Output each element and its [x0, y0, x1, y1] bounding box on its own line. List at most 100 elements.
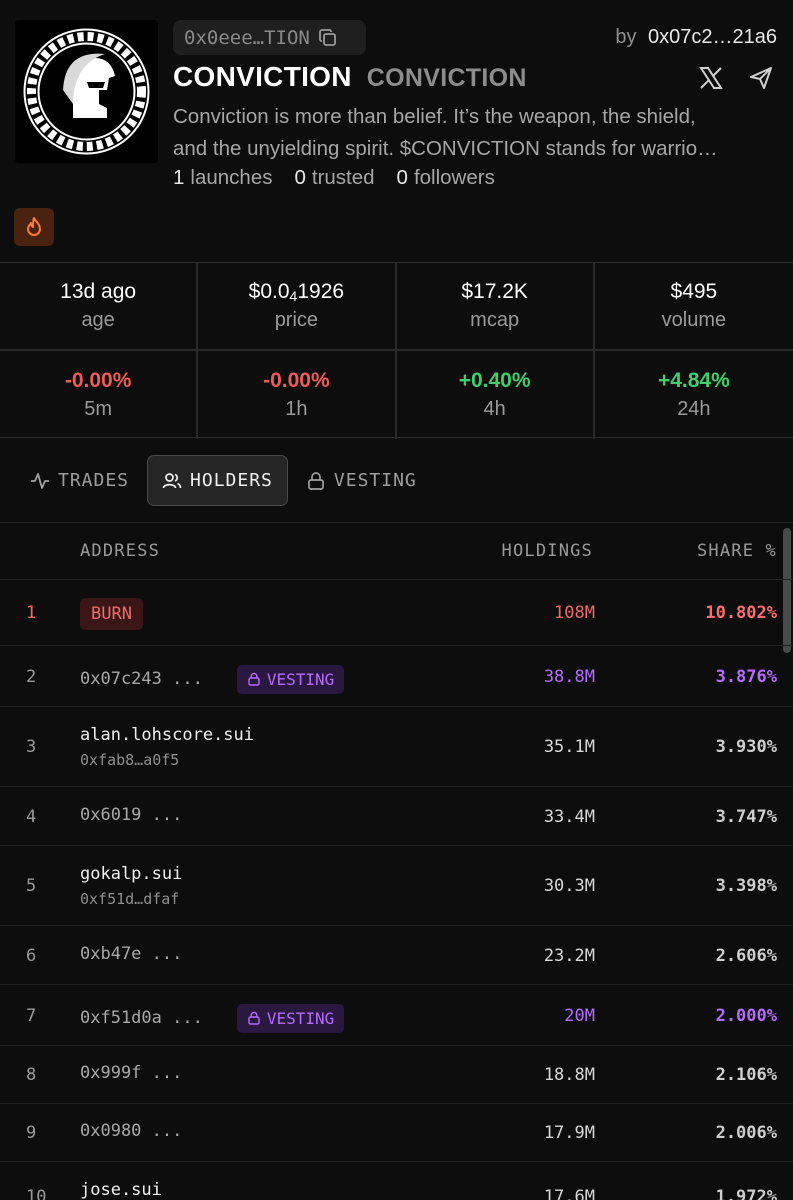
lock-icon — [308, 471, 324, 490]
volume-label: volume — [661, 309, 727, 331]
lock-icon — [248, 1011, 260, 1025]
table-row[interactable]: 2 0x07c243 ... VESTING 38.8M 3.876% — [0, 646, 793, 707]
header-share[interactable]: SHARE % — [696, 541, 777, 561]
holder-name[interactable]: jose.sui — [80, 1180, 162, 1200]
holder-address[interactable]: 0x0980 ... — [80, 1121, 183, 1141]
metric-price: $0.041926 price — [198, 263, 397, 351]
holder-cell: 0x0980 ... — [80, 1121, 182, 1141]
holder-name[interactable]: gokalp.sui — [80, 864, 183, 884]
token-ticker: CONVICTION — [366, 64, 527, 92]
holdings-value: 23.2M — [543, 945, 595, 966]
holder-cell: gokalp.sui 0xf51d…dfaf — [80, 864, 182, 908]
mcap-label: mcap — [470, 309, 520, 331]
holder-address[interactable]: 0x999f ... — [80, 1063, 183, 1083]
holder-address: 0xfab8…a0f5 — [80, 751, 180, 769]
holder-address[interactable]: 0xb47e ... — [80, 943, 183, 964]
stat-trusted: 0 trusted — [294, 166, 375, 189]
vesting-badge: VESTING — [236, 1003, 345, 1033]
holdings-value: 20M — [564, 1005, 595, 1026]
rank: 5 — [26, 876, 37, 896]
table-row[interactable]: 3 alan.lohscore.sui 0xfab8…a0f5 35.1M 3.930% — [0, 707, 793, 787]
x-twitter-icon[interactable] — [697, 64, 725, 92]
table-row[interactable]: 6 0xb47e ... 23.2M 2.606% — [0, 926, 793, 985]
rank: 10 — [26, 1187, 47, 1200]
tab-trades[interactable]: TRADES — [16, 455, 143, 506]
copy-icon[interactable] — [318, 28, 338, 48]
holder-address[interactable]: 0x07c243 ... — [80, 669, 203, 689]
holder-cell: 0xb47e ... — [80, 944, 182, 964]
holder-cell: 0x07c243 ... VESTING — [80, 664, 345, 694]
table-row[interactable]: 4 0x6019 ... 33.4M 3.747% — [0, 787, 793, 846]
holder-address[interactable]: 0xf51d0a ... — [80, 1008, 203, 1028]
token-address: 0x0eee…TION — [184, 26, 310, 49]
metric-age: 13d ago age — [0, 263, 199, 351]
users-icon — [162, 472, 182, 488]
rank: 7 — [26, 1005, 37, 1026]
header-holdings[interactable]: HOLDINGS — [501, 541, 593, 561]
share-value: 2.606% — [715, 945, 777, 966]
holder-cell: BURN — [80, 598, 143, 630]
holder-address: 0xf51d…dfaf — [80, 890, 180, 908]
header-address: ADDRESS — [80, 541, 161, 561]
holder-cell: alan.lohscore.sui 0xfab8…a0f5 — [80, 725, 254, 769]
holdings-value: 30.3M — [543, 876, 595, 896]
holdings-value: 17.6M — [543, 1187, 595, 1200]
share-value: 2.000% — [715, 1005, 777, 1026]
stat-followers: 0 followers — [396, 166, 495, 189]
holdings-value: 18.8M — [543, 1065, 595, 1085]
metric-change-4h: +0.40% 4h — [397, 351, 595, 439]
change-1h-label: 1h — [285, 398, 308, 420]
volume-value: $495 — [670, 280, 718, 303]
holder-name[interactable]: alan.lohscore.sui — [80, 725, 254, 745]
share-value: 2.106% — [715, 1065, 777, 1085]
table-row[interactable]: 9 0x0980 ... 17.9M 2.006% — [0, 1104, 793, 1162]
spartan-helmet-icon — [15, 20, 158, 163]
stat-launches: 1 launches — [173, 166, 273, 189]
creator-stats: 1 launches 0 trusted 0 followers — [173, 166, 495, 190]
metric-change-5m: -0.00% 5m — [0, 351, 199, 439]
creator-info: by 0x07c2…21a6 — [615, 26, 777, 49]
rank: 6 — [26, 945, 37, 966]
tab-vesting[interactable]: VESTING — [292, 455, 431, 506]
change-5m-label: 5m — [84, 398, 113, 420]
table-row[interactable]: 10 jose.sui 17.6M 1.972% — [0, 1162, 793, 1200]
token-logo — [15, 20, 158, 163]
share-value: 3.930% — [715, 737, 777, 757]
rank: 2 — [26, 666, 37, 687]
rank: 8 — [26, 1065, 37, 1085]
table-row[interactable]: 1 BURN 108M 10.802% — [0, 580, 793, 646]
tab-holders-label: HOLDERS — [190, 470, 273, 491]
scrollbar[interactable] — [783, 528, 791, 653]
mcap-value: $17.2K — [461, 280, 528, 303]
tab-trades-label: TRADES — [58, 470, 130, 491]
holder-address[interactable]: 0x6019 ... — [80, 804, 183, 825]
table-body: 1 BURN 108M 10.802% 2 0x07c243 ... VESTING 38.8… — [0, 580, 793, 1200]
holdings-value: 17.9M — [543, 1123, 595, 1143]
share-value: 3.398% — [715, 876, 777, 896]
share-value: 3.876% — [715, 666, 777, 687]
price-value: $0.041926 — [248, 280, 345, 304]
telegram-icon[interactable] — [747, 64, 775, 92]
table-row[interactable]: 8 0x999f ... 18.8M 2.106% — [0, 1046, 793, 1104]
rank: 3 — [26, 737, 37, 757]
holdings-value: 33.4M — [543, 806, 595, 827]
tab-holders[interactable]: HOLDERS — [147, 455, 288, 506]
change-1h-value: -0.00% — [263, 369, 330, 392]
change-24h-label: 24h — [677, 398, 711, 420]
holder-cell: 0x999f ... — [80, 1063, 182, 1083]
holder-cell: jose.sui — [80, 1180, 162, 1200]
price-label: price — [274, 309, 319, 331]
table-header: ADDRESS HOLDINGS SHARE % — [0, 523, 793, 580]
metric-volume: $495 volume — [594, 263, 793, 351]
vesting-badge: VESTING — [236, 664, 345, 694]
rank: 4 — [26, 806, 37, 827]
token-name: CONVICTION — [173, 61, 352, 92]
table-row[interactable]: 7 0xf51d0a ... VESTING 20M 2.000% — [0, 985, 793, 1046]
creator-address[interactable]: 0x07c2…21a6 — [648, 26, 777, 48]
activity-icon — [31, 472, 49, 489]
change-24h-value: +4.84% — [657, 369, 730, 392]
holders-table: ADDRESS HOLDINGS SHARE % 1 BURN 108M 10.802… — [0, 522, 793, 1200]
holder-cell: 0x6019 ... — [80, 805, 182, 825]
token-address-chip[interactable]: 0x0eee…TION — [173, 20, 366, 55]
table-row[interactable]: 5 gokalp.sui 0xf51d…dfaf 30.3M 3.398% — [0, 846, 793, 926]
